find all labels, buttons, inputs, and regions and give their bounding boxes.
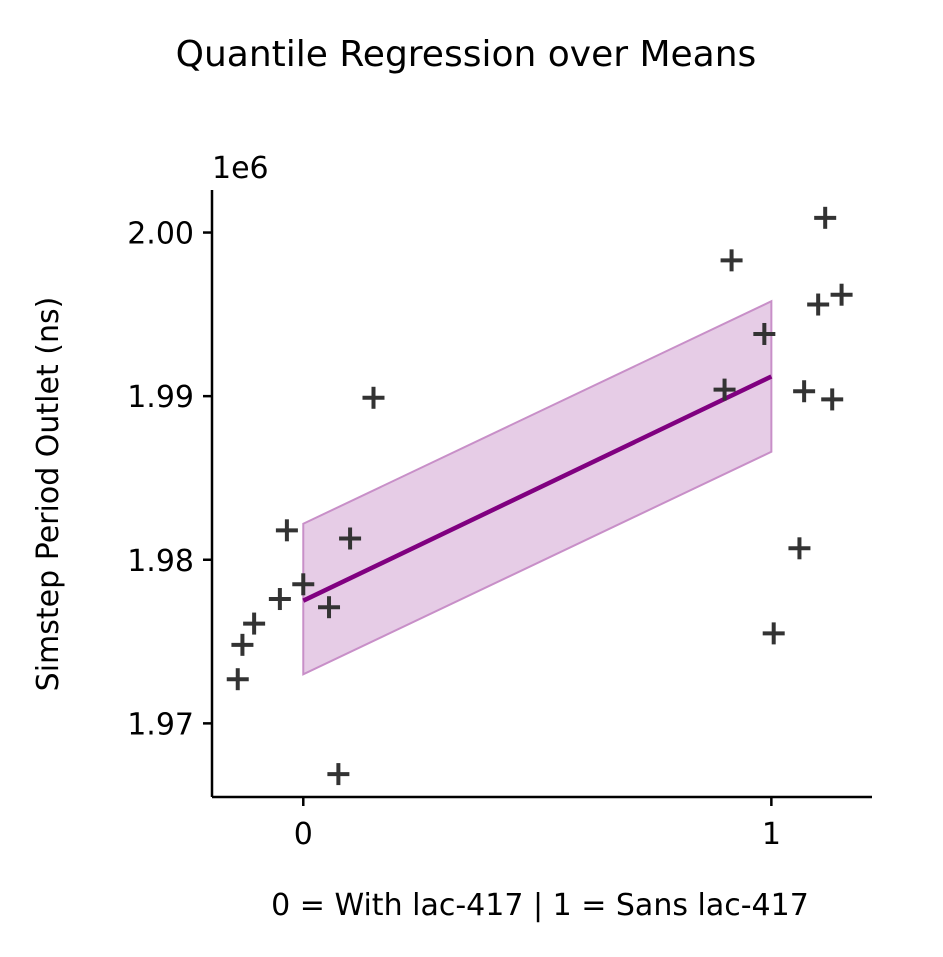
data-point xyxy=(807,293,830,316)
data-point xyxy=(339,527,362,550)
data-point xyxy=(814,206,837,229)
chart-title: Quantile Regression over Means xyxy=(176,34,757,75)
points-layer xyxy=(226,206,853,786)
data-point xyxy=(318,596,341,619)
data-point xyxy=(788,537,811,560)
data-point xyxy=(720,249,743,272)
data-point xyxy=(327,763,350,786)
y-tick-label: 1.97 xyxy=(127,707,194,742)
x-tick-label: 0 xyxy=(294,817,313,852)
data-point xyxy=(753,322,776,345)
y-tick-label: 1.99 xyxy=(127,380,194,415)
data-point xyxy=(292,573,315,596)
data-point xyxy=(713,378,736,401)
y-tick-label: 1.98 xyxy=(127,544,194,579)
data-point xyxy=(362,386,385,409)
data-point xyxy=(226,668,249,691)
data-point xyxy=(231,633,254,656)
y-offset-label: 1e6 xyxy=(212,151,269,186)
axes-layer xyxy=(210,190,872,799)
regression-line xyxy=(302,374,773,603)
x-axis-label: 0 = With lac-417 | 1 = Sans lac-417 xyxy=(271,888,809,923)
data-point xyxy=(762,622,785,645)
data-point xyxy=(821,388,844,411)
ticks-layer: 0 1 1.97 1.98 1.99 2.00 xyxy=(127,217,781,852)
data-point xyxy=(243,612,266,635)
regression-line-layer xyxy=(302,374,773,603)
y-axis-label: Simstep Period Outlet (ns) xyxy=(31,297,66,692)
data-point xyxy=(793,380,816,403)
data-point xyxy=(275,519,298,542)
data-point xyxy=(268,588,291,611)
data-point xyxy=(830,283,853,306)
x-tick-label: 1 xyxy=(762,817,781,852)
y-tick-label: 2.00 xyxy=(127,217,194,252)
